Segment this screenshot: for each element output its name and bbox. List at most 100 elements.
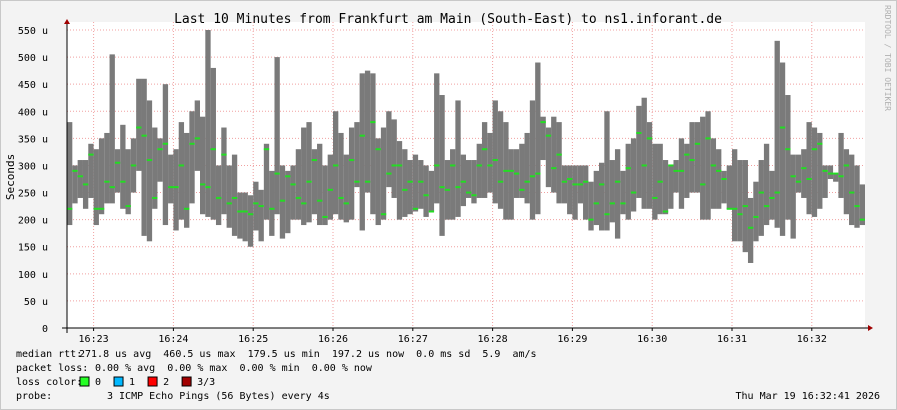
- range-bar: [747, 197, 754, 263]
- range-bar: [604, 111, 610, 231]
- x-arrow: [868, 325, 873, 331]
- range-bar: [269, 170, 275, 236]
- legend-text: 271.8 us avg 460.5 us max 179.5 us min 1…: [79, 349, 537, 360]
- side-label: RRDTOOL / TOBI OETIKER: [883, 5, 892, 111]
- x-tick-label: 16:23: [79, 334, 109, 345]
- range-bar: [301, 127, 307, 226]
- loss-label: 2: [163, 377, 169, 388]
- y-tick-label: 200 u: [18, 216, 48, 227]
- range-bar: [189, 111, 195, 204]
- range-bar: [551, 116, 557, 193]
- range-bar: [705, 111, 711, 220]
- y-tick-label: 300 u: [18, 161, 48, 172]
- range-bar: [476, 143, 482, 198]
- range-bar: [795, 154, 802, 193]
- range-bar: [801, 149, 807, 198]
- range-bar: [662, 160, 669, 215]
- range-bar: [790, 154, 796, 239]
- range-bar: [630, 138, 637, 212]
- range-bar: [636, 105, 642, 198]
- range-bar: [247, 195, 254, 247]
- range-bar: [774, 40, 780, 228]
- range-bar: [556, 122, 562, 204]
- range-bar: [274, 57, 280, 215]
- range-bar: [689, 122, 695, 193]
- range-bar: [333, 111, 339, 215]
- range-bar: [141, 78, 147, 236]
- range-bar: [93, 149, 99, 226]
- range-bar: [168, 154, 174, 204]
- range-bar: [657, 143, 663, 215]
- range-bar: [109, 54, 115, 204]
- range-bar: [242, 192, 248, 242]
- range-bar: [843, 149, 850, 215]
- x-tick-label: 16:24: [158, 334, 188, 345]
- range-bar: [732, 149, 738, 242]
- legend-label: median rtt:: [16, 349, 82, 360]
- range-bar: [125, 149, 131, 215]
- range-bar: [519, 143, 525, 198]
- range-bar: [838, 132, 844, 198]
- range-bar: [386, 111, 392, 188]
- range-bar: [152, 127, 158, 209]
- range-bar: [572, 165, 578, 220]
- range-bar: [450, 149, 456, 220]
- range-bar: [540, 116, 546, 161]
- range-bar: [545, 127, 552, 188]
- y-tick-label: 450 u: [18, 80, 48, 91]
- range-bar: [311, 149, 318, 215]
- range-bar: [811, 127, 818, 217]
- range-bar: [833, 173, 839, 182]
- timestamp: Thu Mar 19 16:32:41 2026: [736, 391, 881, 402]
- y-tick-label: 500 u: [18, 53, 48, 64]
- range-bar: [599, 162, 605, 231]
- range-bar: [471, 160, 477, 204]
- range-bar: [481, 122, 488, 198]
- range-bar: [561, 165, 568, 204]
- range-bar: [710, 138, 717, 209]
- range-bar: [359, 73, 365, 231]
- legend-label: loss color:: [16, 377, 82, 388]
- y-tick-label: 50 u: [24, 297, 48, 308]
- range-bar: [205, 30, 211, 217]
- range-bar: [173, 149, 179, 231]
- range-bar: [822, 165, 828, 198]
- chart-title: Last 10 Minutes from Frankfurt am Main (…: [174, 12, 722, 27]
- range-bar: [396, 141, 403, 220]
- range-bar: [859, 184, 865, 226]
- range-bar: [508, 149, 514, 220]
- range-bar: [412, 154, 419, 212]
- range-bar: [614, 149, 621, 239]
- range-bar: [343, 154, 349, 223]
- range-bar: [684, 143, 690, 198]
- range-bar: [200, 116, 206, 215]
- range-bar: [418, 160, 424, 209]
- range-bar: [806, 122, 812, 215]
- range-bar: [120, 124, 126, 209]
- range-bar: [652, 143, 658, 220]
- range-bar: [668, 165, 674, 209]
- range-bar: [646, 122, 653, 209]
- loss-colors: 0 1 2 3/3: [79, 376, 215, 388]
- range-bar: [253, 181, 259, 231]
- range-bar: [215, 165, 222, 226]
- range-bar: [338, 132, 344, 220]
- range-bar: [737, 160, 743, 242]
- range-bar: [67, 122, 73, 226]
- range-bar: [758, 160, 764, 236]
- range-bar: [455, 100, 461, 217]
- range-bar: [428, 170, 435, 212]
- loss-label: 0: [95, 377, 101, 388]
- range-bar: [726, 165, 732, 209]
- range-bar: [221, 127, 227, 215]
- x-tick-label: 16:32: [797, 334, 827, 345]
- range-bar: [327, 154, 333, 220]
- range-bar: [146, 100, 153, 242]
- range-bar: [779, 62, 786, 236]
- range-bar: [694, 122, 701, 193]
- y-tick-label: 350 u: [18, 134, 48, 145]
- range-bar: [854, 165, 860, 228]
- range-bar: [620, 170, 626, 215]
- y-axis-label: Seconds: [4, 154, 17, 200]
- range-bar: [593, 170, 599, 226]
